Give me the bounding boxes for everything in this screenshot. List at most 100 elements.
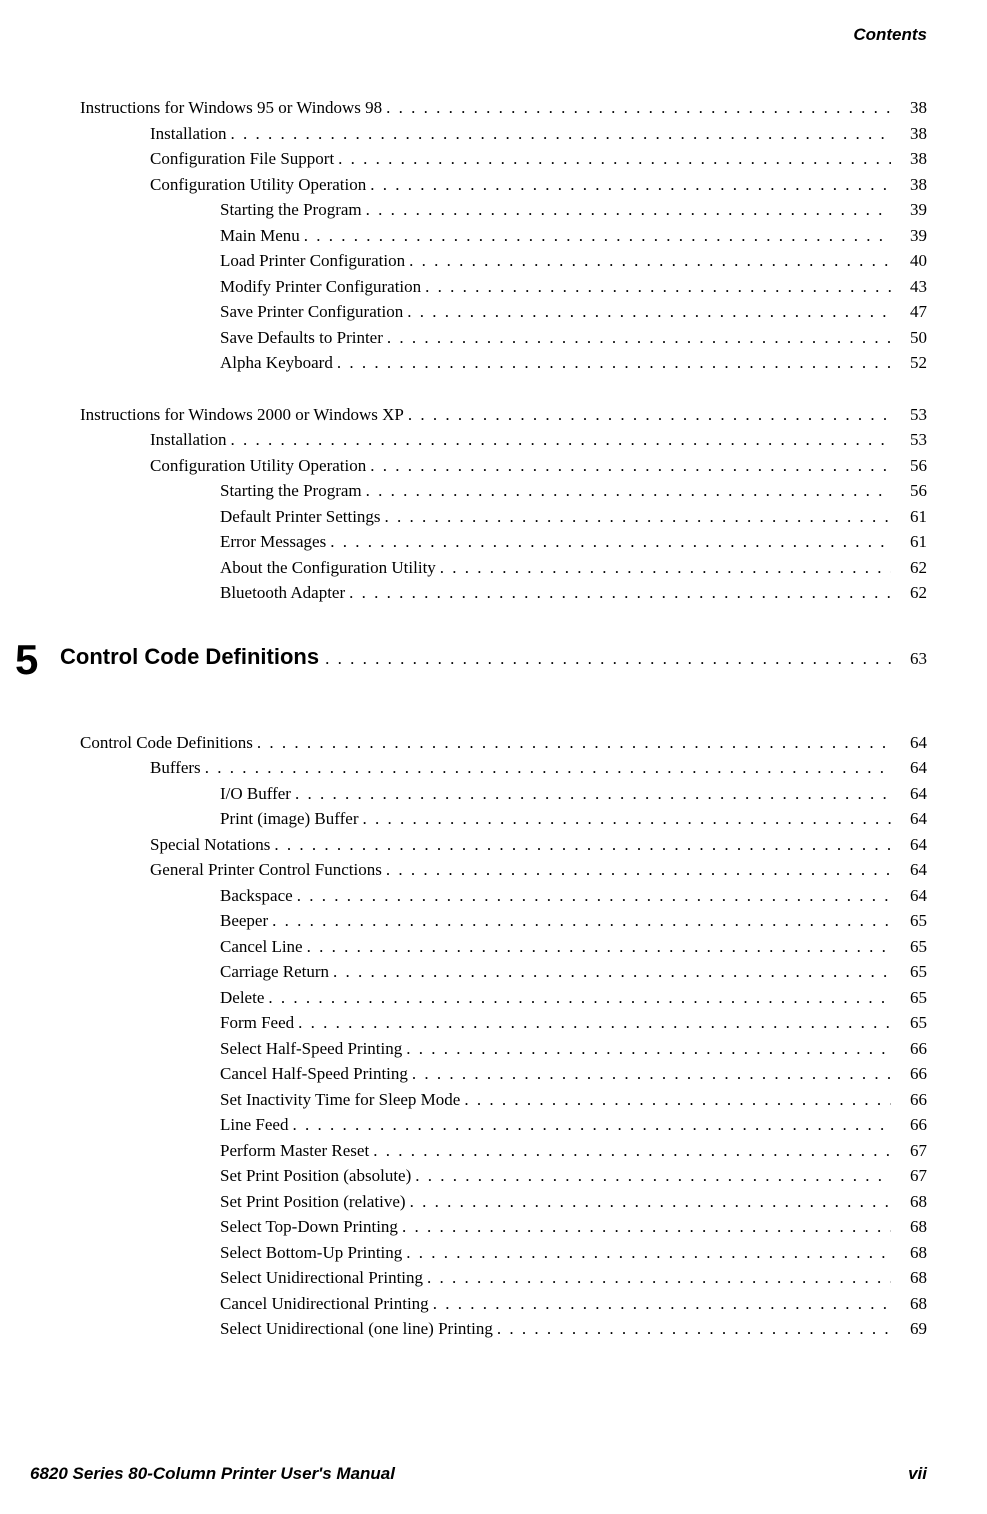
toc-entry-label: Default Printer Settings (220, 504, 381, 530)
toc-leader-dots: . . . . . . . . . . . . . . . . . . . . … (464, 1087, 891, 1113)
toc-leader-dots: . . . . . . . . . . . . . . . . . . . . … (412, 1061, 891, 1087)
toc-leader-dots: . . . . . . . . . . . . . . . . . . . . … (298, 1010, 891, 1036)
toc-entry-page: 38 (897, 121, 927, 147)
toc-entry-label: Save Defaults to Printer (220, 325, 383, 351)
toc-leader-dots: . . . . . . . . . . . . . . . . . . . . … (427, 1265, 891, 1291)
toc-entry-page: 65 (897, 1010, 927, 1036)
toc-entry-page: 64 (897, 781, 927, 807)
toc-leader-dots: . . . . . . . . . . . . . . . . . . . . … (257, 730, 891, 756)
toc-entry-label: About the Configuration Utility (220, 555, 436, 581)
toc-leader-dots: . . . . . . . . . . . . . . . . . . . . … (408, 402, 891, 428)
toc-leader-dots: . . . . . . . . . . . . . . . . . . . . … (425, 274, 891, 300)
toc-entry-page: 64 (897, 755, 927, 781)
toc-entry-page: 39 (897, 197, 927, 223)
toc-entry-page: 67 (897, 1163, 927, 1189)
toc-entry-label: Error Messages (220, 529, 326, 555)
toc-entry: Form Feed . . . . . . . . . . . . . . . … (60, 1010, 927, 1036)
toc-leader-dots: . . . . . . . . . . . . . . . . . . . . … (370, 172, 891, 198)
footer-title: 6820 Series 80-Column Printer User's Man… (30, 1464, 395, 1484)
toc-entry: Control Code Definitions . . . . . . . .… (60, 730, 927, 756)
toc-leader-dots: . . . . . . . . . . . . . . . . . . . . … (497, 1316, 891, 1342)
toc-leader-dots: . . . . . . . . . . . . . . . . . . . . … (370, 453, 891, 479)
toc-entry-label: Modify Printer Configuration (220, 274, 421, 300)
toc-entry: Instructions for Windows 95 or Windows 9… (60, 95, 927, 121)
toc-entry-label: Select Half-Speed Printing (220, 1036, 402, 1062)
toc-entry: I/O Buffer . . . . . . . . . . . . . . .… (60, 781, 927, 807)
toc-entry-page: 53 (897, 402, 927, 428)
toc-leader-dots: . . . . . . . . . . . . . . . . . . . . … (366, 478, 891, 504)
toc-leader-dots: . . . . . . . . . . . . . . . . . . . . … (333, 959, 891, 985)
toc-entry-label: Special Notations (150, 832, 270, 858)
toc-entry: Select Bottom-Up Printing . . . . . . . … (60, 1240, 927, 1266)
toc-entry-page: 68 (897, 1240, 927, 1266)
toc-entry-page: 64 (897, 832, 927, 858)
toc-entry: Instructions for Windows 2000 or Windows… (60, 402, 927, 428)
toc-leader-dots: . . . . . . . . . . . . . . . . . . . . … (366, 197, 891, 223)
toc-leader-dots: . . . . . . . . . . . . . . . . . . . . … (433, 1291, 891, 1317)
toc-entry-label: Form Feed (220, 1010, 294, 1036)
toc-entry-page: 56 (897, 478, 927, 504)
toc-entry: Select Top-Down Printing . . . . . . . .… (60, 1214, 927, 1240)
toc-entry-page: 69 (897, 1316, 927, 1342)
toc-entry-page: 53 (897, 427, 927, 453)
toc-entry-page: 62 (897, 555, 927, 581)
toc-entry-label: Bluetooth Adapter (220, 580, 345, 606)
toc-entry-label: Select Unidirectional (one line) Printin… (220, 1316, 493, 1342)
toc-leader-dots: . . . . . . . . . . . . . . . . . . . . … (230, 121, 891, 147)
toc-leader-dots: . . . . . . . . . . . . . . . . . . . . … (406, 1240, 891, 1266)
page-footer: 6820 Series 80-Column Printer User's Man… (30, 1464, 927, 1484)
toc-leader-dots: . . . . . . . . . . . . . . . . . . . . … (409, 248, 891, 274)
toc-entry-page: 66 (897, 1112, 927, 1138)
toc-entry: Cancel Half-Speed Printing . . . . . . .… (60, 1061, 927, 1087)
toc-entry: Beeper . . . . . . . . . . . . . . . . .… (60, 908, 927, 934)
toc-entry-label: Select Bottom-Up Printing (220, 1240, 402, 1266)
toc-entry-label: Load Printer Configuration (220, 248, 405, 274)
toc-leader-dots: . . . . . . . . . . . . . . . . . . . . … (362, 806, 891, 832)
toc-leader-dots: . . . . . . . . . . . . . . . . . . . . … (415, 1163, 891, 1189)
toc-entry-label: Instructions for Windows 2000 or Windows… (80, 402, 404, 428)
toc-entry-page: 64 (897, 806, 927, 832)
chapter-title: Control Code Definitions (60, 644, 319, 670)
toc-leader-dots: . . . . . . . . . . . . . . . . . . . . … (230, 427, 891, 453)
toc-entry: Select Unidirectional Printing . . . . .… (60, 1265, 927, 1291)
toc-entry-label: Backspace (220, 883, 293, 909)
toc-leader-dots: . . . . . . . . . . . . . . . . . . . . … (205, 755, 891, 781)
toc-entry: Set Print Position (relative) . . . . . … (60, 1189, 927, 1215)
toc-entry: Line Feed . . . . . . . . . . . . . . . … (60, 1112, 927, 1138)
toc-entry-page: 68 (897, 1291, 927, 1317)
toc-entry: Set Print Position (absolute) . . . . . … (60, 1163, 927, 1189)
toc-entry-label: Select Top-Down Printing (220, 1214, 398, 1240)
toc-entry: Installation . . . . . . . . . . . . . .… (60, 121, 927, 147)
toc-entry-label: Set Print Position (absolute) (220, 1163, 411, 1189)
toc-entry-label: I/O Buffer (220, 781, 291, 807)
toc-entry-label: Installation (150, 427, 226, 453)
chapter-heading: 5Control Code Definitions . . . . . . . … (60, 644, 927, 670)
toc-entry-label: Cancel Line (220, 934, 303, 960)
toc-entry-label: Beeper (220, 908, 268, 934)
toc-entry: Backspace . . . . . . . . . . . . . . . … (60, 883, 927, 909)
footer-page-number: vii (908, 1464, 927, 1484)
toc-entry: Installation . . . . . . . . . . . . . .… (60, 427, 927, 453)
toc-entry-label: Instructions for Windows 95 or Windows 9… (80, 95, 382, 121)
header-label: Contents (60, 25, 927, 45)
toc-leader-dots: . . . . . . . . . . . . . . . . . . . . … (373, 1138, 891, 1164)
toc-entry: Starting the Program . . . . . . . . . .… (60, 197, 927, 223)
toc-entry-page: 65 (897, 934, 927, 960)
toc-entry-label: Save Printer Configuration (220, 299, 403, 325)
chapter-number-wrap: 5 (15, 636, 38, 684)
toc-entry-label: Alpha Keyboard (220, 350, 333, 376)
toc-entry: Configuration Utility Operation . . . . … (60, 172, 927, 198)
toc-entry-page: 38 (897, 172, 927, 198)
toc-leader-dots: . . . . . . . . . . . . . . . . . . . . … (292, 1112, 891, 1138)
toc-entry-label: Cancel Unidirectional Printing (220, 1291, 429, 1317)
toc-entry: Carriage Return . . . . . . . . . . . . … (60, 959, 927, 985)
toc-entry: Modify Printer Configuration . . . . . .… (60, 274, 927, 300)
toc-entry-label: Starting the Program (220, 478, 362, 504)
toc-entry-page: 67 (897, 1138, 927, 1164)
toc-leader-dots: . . . . . . . . . . . . . . . . . . . . … (386, 857, 891, 883)
toc-entry-label: Main Menu (220, 223, 300, 249)
toc-leader-dots: . . . . . . . . . . . . . . . . . . . . … (407, 299, 891, 325)
toc-leader-dots: . . . . . . . . . . . . . . . . . . . . … (268, 985, 891, 1011)
toc-leader-dots: . . . . . . . . . . . . . . . . . . . . … (330, 529, 891, 555)
toc-entry-page: 47 (897, 299, 927, 325)
